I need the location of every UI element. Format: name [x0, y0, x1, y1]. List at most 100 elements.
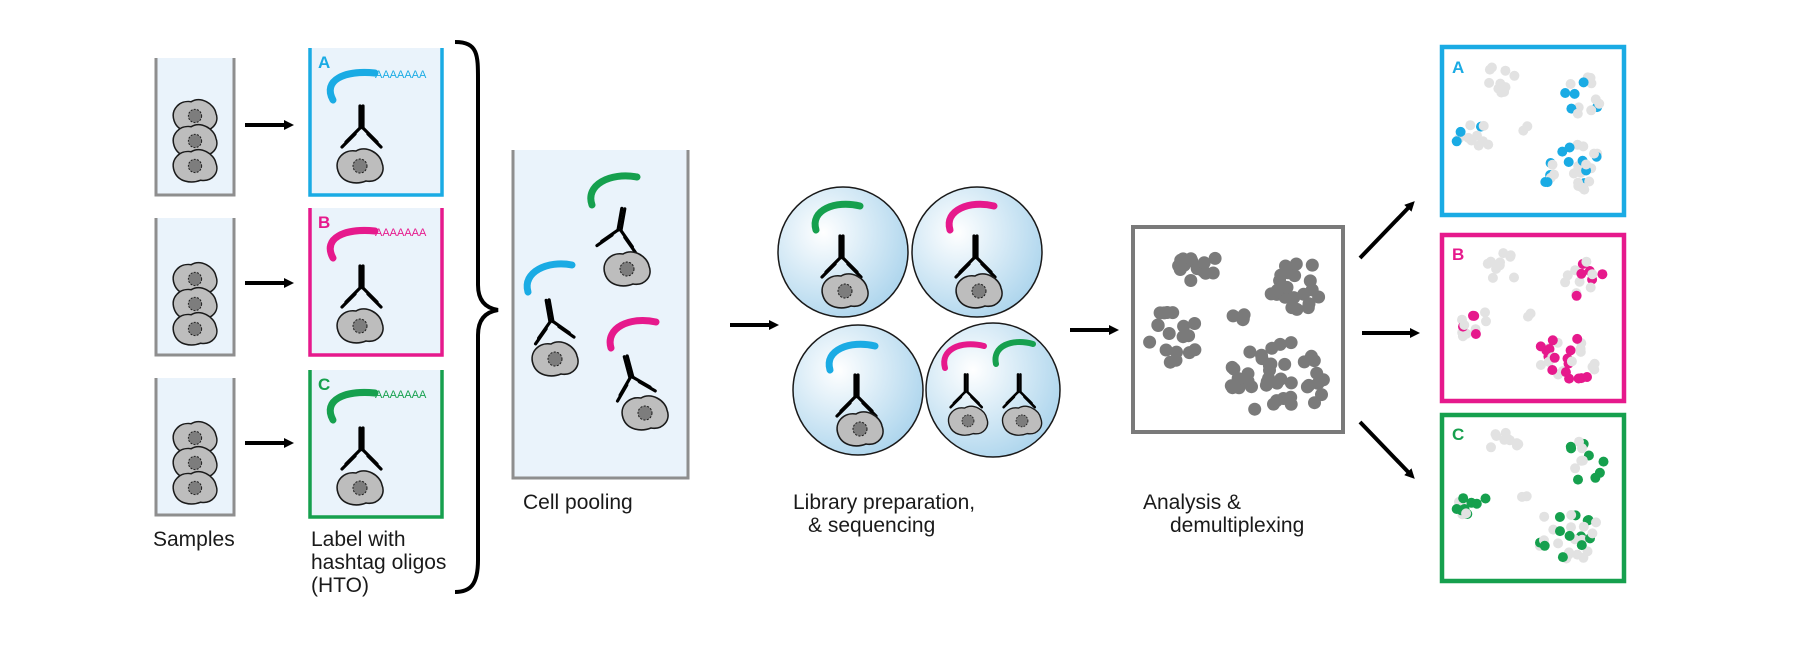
cell-dot — [1573, 373, 1584, 384]
label-step-line1: Label with — [311, 528, 406, 551]
cell-dot — [1480, 307, 1490, 318]
cell-dot — [1598, 456, 1609, 467]
cell-dot — [1587, 361, 1598, 372]
cell-dot — [1169, 353, 1183, 367]
cell-dot — [1240, 371, 1254, 385]
cell-dot — [1481, 316, 1491, 327]
cell-dot — [1284, 397, 1298, 411]
cell-dot — [1457, 331, 1468, 342]
cell-dot — [1549, 352, 1560, 363]
cell-stack-icon — [172, 98, 218, 183]
cell-dot — [1495, 257, 1505, 268]
cell-dot — [1310, 366, 1324, 380]
cell-dot — [1224, 379, 1238, 393]
analysis-plot — [1131, 225, 1345, 434]
cell-dot — [1500, 65, 1511, 76]
oligo-tail: AAAAAAA — [375, 227, 427, 239]
cell-dot — [1535, 341, 1546, 352]
cell-dot — [1563, 157, 1574, 167]
cell-dot — [1484, 64, 1495, 75]
cell-dot — [1587, 269, 1598, 280]
cell-dot — [1555, 526, 1565, 537]
cell-dot — [1594, 98, 1605, 109]
cell-dot — [1557, 146, 1568, 157]
pooling-label: Cell pooling — [523, 491, 633, 514]
cell-dot — [1577, 455, 1588, 466]
cell-dot — [1486, 442, 1496, 453]
cell-dot — [1582, 372, 1592, 382]
output-letter: C — [1452, 425, 1464, 444]
cell-dot — [1303, 274, 1317, 288]
cell-dot — [1159, 343, 1173, 357]
cell-dot — [1589, 148, 1599, 159]
cell-dot — [1278, 357, 1292, 371]
cell-dot — [1564, 530, 1575, 541]
cell-dot — [1581, 256, 1592, 267]
cell-clusters — [1143, 251, 1330, 416]
cell-dot — [1504, 435, 1515, 446]
cell-dot — [1478, 120, 1489, 131]
cell-dot — [1565, 345, 1576, 356]
cell-dot — [1469, 310, 1480, 321]
cell-dot — [1455, 126, 1466, 137]
hashtag-letter: C — [318, 375, 330, 394]
cell-dot — [1549, 169, 1559, 180]
cell-dot — [1264, 357, 1278, 371]
cell-dot — [1248, 402, 1262, 416]
cell-dot — [1184, 252, 1198, 266]
cell-dot — [1591, 517, 1601, 528]
cell-dot — [1243, 345, 1257, 359]
oligo-tail: AAAAAAA — [375, 389, 427, 401]
library-label-line2: & sequencing — [808, 514, 935, 537]
cell-dot — [1547, 365, 1558, 375]
cell-dot — [1542, 177, 1553, 188]
cell-dot — [1586, 105, 1597, 116]
cell-dot — [1487, 272, 1498, 283]
cell-dot — [1451, 504, 1462, 514]
cell-dot — [1560, 367, 1571, 378]
cell-dot — [1570, 463, 1581, 474]
cell-dot — [1571, 167, 1582, 177]
cell-dot — [1470, 329, 1481, 339]
cell-dot — [1569, 88, 1580, 99]
cell-dot — [1176, 330, 1190, 344]
cell-dot — [1496, 87, 1507, 98]
cell-dot — [1480, 493, 1491, 504]
cell-dot — [1547, 335, 1558, 346]
cell-dot — [1565, 441, 1576, 452]
cell-dot — [1509, 272, 1519, 283]
cell-dot — [1517, 491, 1527, 502]
cell-dot — [1260, 375, 1274, 389]
cell-dot — [1237, 308, 1251, 322]
pooled-tube — [511, 150, 690, 480]
cell-dot — [1576, 540, 1587, 551]
cell-dot — [1585, 282, 1596, 293]
cell-dot — [1471, 498, 1482, 509]
cell-dot — [1576, 268, 1587, 279]
cell-dot — [1553, 538, 1564, 549]
cell-dot — [1284, 376, 1298, 390]
cell-dot — [1560, 88, 1571, 98]
cell-dot — [1182, 346, 1196, 360]
hashtag-tube-c: C AAAAAAA — [308, 370, 444, 519]
label-step-line3: (HTO) — [311, 574, 369, 597]
cell-dot — [1459, 320, 1470, 330]
cell-dot — [1483, 139, 1494, 150]
cell-dot — [1199, 266, 1213, 280]
cell-dot — [1151, 318, 1165, 332]
cell-dot — [1547, 159, 1558, 170]
cell-stack-icon — [172, 420, 218, 505]
hashtag-tube-b: B AAAAAAA — [308, 208, 444, 357]
analysis-label-line2: demultiplexing — [1170, 514, 1304, 537]
cell-dot — [1153, 306, 1167, 320]
cell-dot — [1572, 549, 1583, 560]
cell-dot — [1482, 258, 1493, 269]
cell-dot — [1539, 511, 1550, 522]
cell-dot — [1572, 333, 1583, 344]
output-letter: A — [1452, 58, 1464, 77]
cell-dot — [1518, 125, 1529, 136]
cell-dot — [1177, 319, 1191, 333]
output-panel-b: B — [1439, 232, 1627, 404]
cell-dot — [1523, 311, 1533, 322]
